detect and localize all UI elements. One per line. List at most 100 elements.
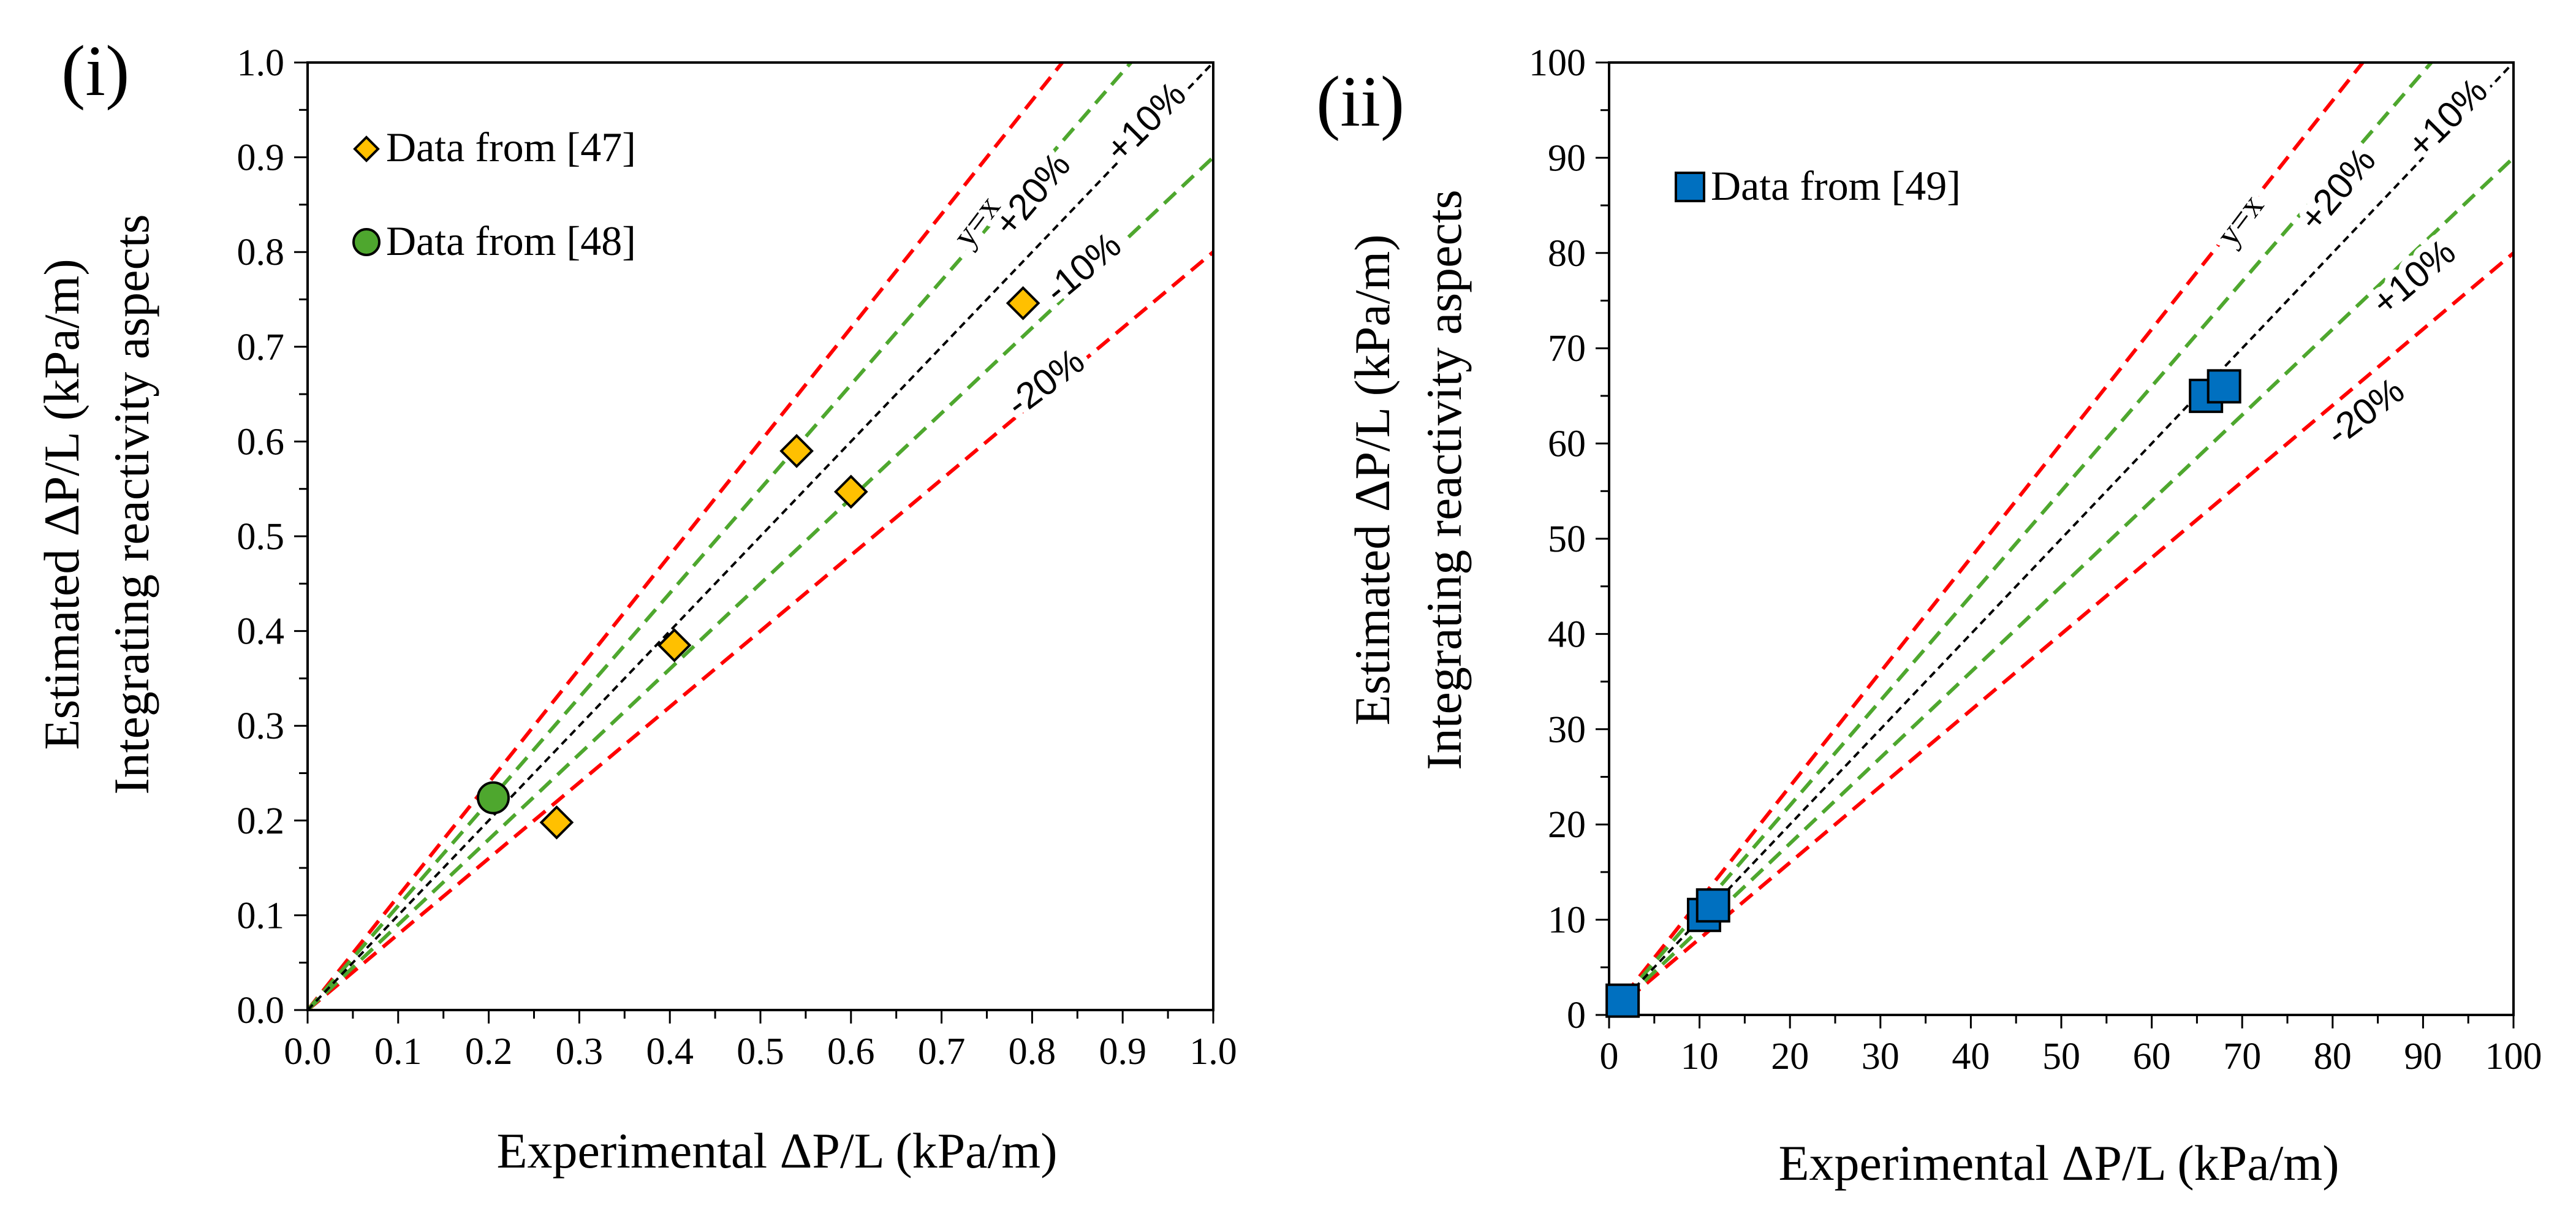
y-axis-label-line-2: Integrating reactivity aspects xyxy=(1416,189,1472,770)
reference-line-label: +20% xyxy=(986,145,1078,244)
y-tick-label: 0.0 xyxy=(237,990,285,1031)
reference-line-10-lower xyxy=(1609,156,2513,1015)
legend-circle-icon xyxy=(352,228,381,256)
x-tick-label: 0.7 xyxy=(918,1031,966,1073)
data-point-data-from-49 xyxy=(1605,983,1640,1018)
y-tick-label: 70 xyxy=(1548,328,1586,370)
reference-line-label: +10% xyxy=(2364,231,2463,324)
reference-line-label: -20% xyxy=(999,340,1092,425)
data-point-data-from-49 xyxy=(1695,888,1730,923)
y-tick-label: 50 xyxy=(1548,519,1586,560)
y-tick-label: 20 xyxy=(1548,804,1586,846)
x-tick-label: 0.6 xyxy=(827,1031,875,1073)
x-tick-label: 90 xyxy=(2404,1036,2442,1077)
x-tick-label: 0 xyxy=(1600,1036,1619,1077)
x-tick-label: 0.9 xyxy=(1099,1031,1146,1073)
x-tick-labels: 0.0 0.1 0.2 0.3 0.4 0.5 0.6 0.7 0.8 0.9 1.0 xyxy=(284,1031,1237,1073)
legend-item-data-49: Data from [49] xyxy=(1675,162,1961,209)
reference-line-20 xyxy=(308,63,1064,1010)
panel-label: (i) xyxy=(61,31,129,111)
y-tick-label: 60 xyxy=(1548,424,1586,465)
reference-line-y-x xyxy=(1609,63,2513,1015)
x-tick-label: 20 xyxy=(1771,1036,1809,1077)
y-axis-label-line-1: Estimated ΔP/L (kPa/m) xyxy=(1344,234,1400,725)
legend-label: Data from [49] xyxy=(1711,162,1961,209)
y-tick-label: 30 xyxy=(1548,709,1586,751)
data-point-data-from-47 xyxy=(833,474,868,509)
legend-marker-square xyxy=(1675,172,1705,202)
y-tick-labels: 0 10 20 30 40 50 60 70 80 90 100 xyxy=(1529,42,1586,1036)
y-tick-label: 0 xyxy=(1567,995,1586,1036)
reference-lines xyxy=(1609,63,2513,1015)
data-point-data-from-49 xyxy=(2207,369,2241,404)
x-tick-label: 0.4 xyxy=(646,1031,694,1073)
data-points xyxy=(476,286,1040,840)
reference-line-y-x xyxy=(308,63,1213,1010)
y-tick-labels: 0.0 0.1 0.2 0.3 0.4 0.5 0.6 0.7 0.8 0.9 1.0 xyxy=(237,42,285,1031)
data-point-data-from-47 xyxy=(1006,286,1040,321)
legend-label: Data from [48] xyxy=(386,218,636,264)
x-tick-label: 0.5 xyxy=(737,1031,784,1073)
reference-line-label: +10% xyxy=(1097,74,1194,170)
y-tick-label: 0.9 xyxy=(237,137,285,179)
data-point-data-from-47 xyxy=(779,434,814,468)
y-tick-label: 0.4 xyxy=(237,611,285,653)
x-tick-label: 0.3 xyxy=(556,1031,604,1073)
data-point-data-from-47 xyxy=(657,628,692,663)
y-tick-label: 0.6 xyxy=(237,421,285,463)
data-point-data-from-47 xyxy=(539,805,574,840)
axes xyxy=(294,61,1214,1024)
reference-line-20-lower xyxy=(308,250,1213,1010)
legend-item-data-47: Data from [47] xyxy=(353,124,636,170)
y-tick-label: 40 xyxy=(1548,613,1586,655)
x-tick-label: 1.0 xyxy=(1189,1031,1237,1073)
reference-line-10-lower xyxy=(308,156,1213,1010)
legend-marker-circle xyxy=(352,228,381,256)
x-tick-label: 40 xyxy=(1952,1036,1990,1077)
reference-line-20 xyxy=(1609,63,2365,1015)
reference-lines xyxy=(308,63,1213,1010)
x-tick-label: 70 xyxy=(2223,1036,2261,1077)
y-axis-label-line-1: Estimated ΔP/L (kPa/m) xyxy=(34,259,89,750)
panel-i: (i) Estimated ΔP/L (kPa/m) Integrating r… xyxy=(34,31,1237,1179)
reference-line-labels: y=x +20%+10%+10%-20% xyxy=(2202,63,2502,461)
x-tick-label: 0.2 xyxy=(465,1031,513,1073)
panel-label: (ii) xyxy=(1316,61,1404,142)
reference-line-labels: y=x+20%+10%-10%-20% xyxy=(939,67,1201,431)
x-tick-label: 50 xyxy=(2042,1036,2080,1077)
x-tick-label: 0.8 xyxy=(1009,1031,1056,1073)
reference-line-10 xyxy=(1609,63,2433,1015)
y-tick-label: 0.7 xyxy=(237,327,285,368)
y-tick-label: 0.1 xyxy=(237,895,285,936)
x-tick-label: 80 xyxy=(2314,1036,2352,1077)
x-tick-label: 30 xyxy=(1862,1036,1900,1077)
y-axis-label-line-2: Integrating reactivity aspects xyxy=(104,214,159,794)
data-point-data-from-48 xyxy=(476,781,510,815)
reference-line-label: -20% xyxy=(2319,370,2412,454)
x-tick-labels: 0 10 20 30 40 50 60 70 80 90 100 xyxy=(1600,1036,2542,1077)
reference-line-10 xyxy=(308,63,1132,1010)
legend-square-icon xyxy=(1675,172,1705,202)
y-tick-label: 10 xyxy=(1548,900,1586,941)
y-tick-label: 1.0 xyxy=(237,42,285,84)
y-tick-label: 0.3 xyxy=(237,705,285,747)
x-tick-label: 0.1 xyxy=(374,1031,422,1073)
legend-item-data-48: Data from [48] xyxy=(352,218,636,264)
legend: Data from [47] Data from [48] xyxy=(352,124,636,264)
panel-ii: (ii) Estimated ΔP/L (kPa/m) Integrating … xyxy=(1316,42,2542,1191)
legend-label: Data from [47] xyxy=(386,124,636,170)
reference-line-label: +20% xyxy=(2291,140,2384,239)
x-tick-label: 60 xyxy=(2133,1036,2171,1077)
legend: Data from [49] xyxy=(1675,162,1961,209)
legend-marker-diamond xyxy=(353,135,380,162)
y-tick-label: 90 xyxy=(1548,137,1586,179)
y-tick-label: 0.2 xyxy=(237,800,285,842)
y-tick-label: 100 xyxy=(1529,42,1586,84)
y-tick-label: 0.8 xyxy=(237,232,285,273)
reference-line-20-lower xyxy=(1609,251,2513,1015)
data-points xyxy=(1605,369,2241,1018)
reference-line-label: -10% xyxy=(1037,224,1129,311)
y-tick-label: 0.5 xyxy=(237,516,285,558)
legend-diamond-icon xyxy=(353,135,380,162)
